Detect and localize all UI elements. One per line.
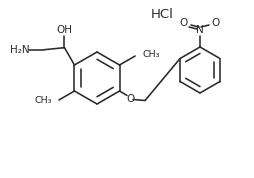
Text: O: O — [179, 18, 187, 28]
Text: CH₃: CH₃ — [141, 51, 159, 59]
Text: N: N — [195, 25, 203, 35]
Text: O: O — [125, 93, 134, 103]
Text: O: O — [211, 18, 219, 28]
Text: CH₃: CH₃ — [34, 96, 52, 106]
Text: H₂N: H₂N — [10, 45, 29, 55]
Text: HCl: HCl — [150, 9, 173, 22]
Text: OH: OH — [56, 25, 72, 35]
